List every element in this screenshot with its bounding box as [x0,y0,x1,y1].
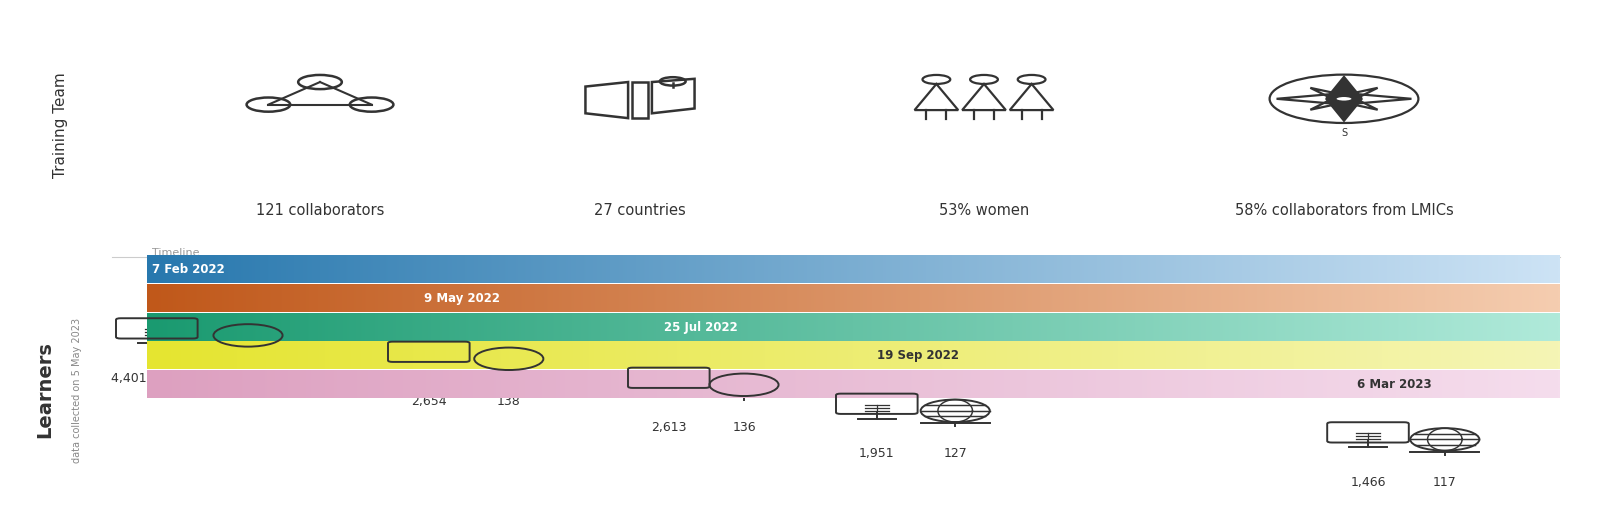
Text: 27 countries: 27 countries [594,203,686,218]
Text: 6 Mar 2023: 6 Mar 2023 [1357,378,1432,391]
Polygon shape [1326,77,1362,99]
Text: 138: 138 [498,395,520,408]
Text: 9 May 2022: 9 May 2022 [424,292,499,305]
Text: 53% women: 53% women [939,203,1029,218]
Text: 136: 136 [733,421,755,434]
Text: 1,466: 1,466 [1350,476,1386,489]
Circle shape [1334,96,1354,102]
Polygon shape [1326,99,1362,121]
Text: 127: 127 [944,447,966,460]
Text: 117: 117 [1434,476,1456,489]
Text: 132 countries: 132 countries [205,372,291,385]
Text: data collected on 5 May 2023: data collected on 5 May 2023 [72,317,82,463]
Text: 1,951: 1,951 [859,447,894,460]
Text: 19 Sep 2022: 19 Sep 2022 [877,349,958,362]
Text: S: S [1341,128,1347,138]
Text: 2,654: 2,654 [411,395,446,408]
Text: 2,613: 2,613 [651,421,686,434]
Text: 7 Feb 2022: 7 Feb 2022 [152,263,224,276]
Text: Learners: Learners [35,342,54,438]
Text: Timeline: Timeline [152,249,200,258]
Text: 25 Jul 2022: 25 Jul 2022 [664,320,738,334]
Text: 121 collaborators: 121 collaborators [256,203,384,218]
Text: Training Team: Training Team [53,72,69,178]
Text: 58% collaborators from LMICs: 58% collaborators from LMICs [1235,203,1453,218]
Text: 4,401 learners: 4,401 learners [112,372,202,385]
